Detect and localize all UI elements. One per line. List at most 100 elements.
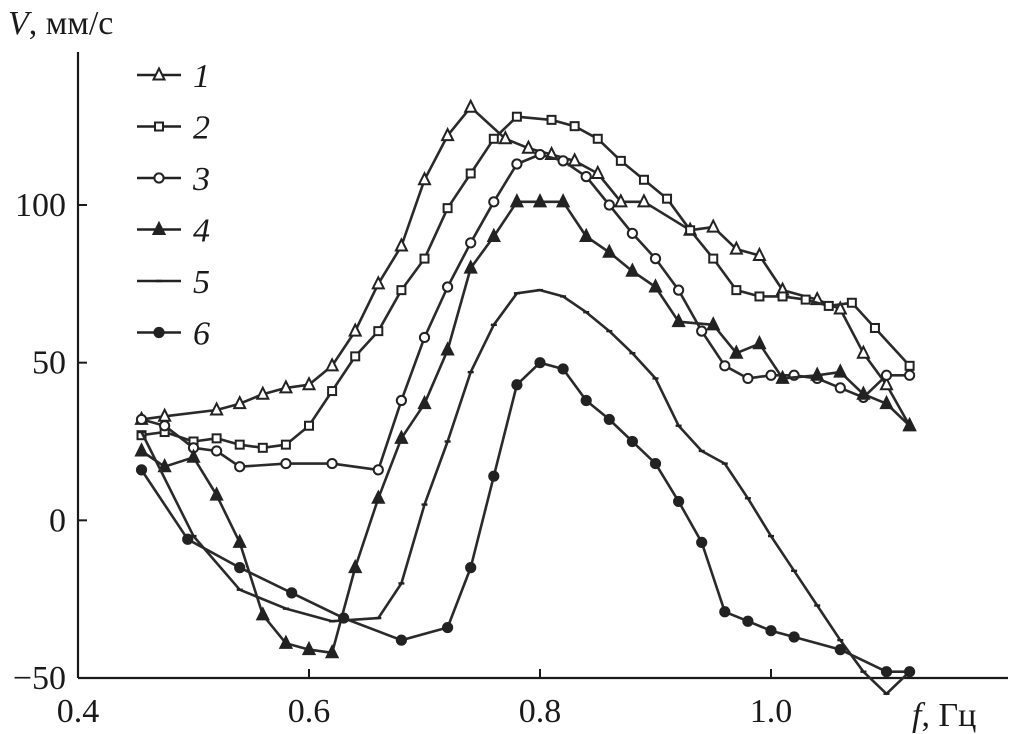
x-tick-label: 0.6: [288, 693, 331, 730]
y-tick-label: −50: [13, 660, 66, 697]
data-point: [834, 382, 846, 394]
data-point: [706, 316, 721, 331]
data-point: [442, 281, 454, 293]
data-point: [498, 130, 513, 145]
y-axis-title: V, мм/с: [8, 5, 113, 42]
data-point: [904, 360, 915, 371]
data-point: [729, 344, 744, 359]
data-point: [255, 606, 270, 621]
data-point: [742, 615, 754, 627]
data-point: [440, 126, 455, 142]
data-point: [823, 300, 834, 311]
legend-item: 6: [137, 316, 210, 353]
data-point: [348, 558, 363, 574]
series-4: [134, 193, 917, 659]
series-line: [140, 361, 911, 674]
data-point: [810, 366, 825, 381]
data-point: [373, 326, 384, 337]
data-point: [696, 325, 708, 337]
data-point: [371, 489, 386, 504]
data-point: [603, 199, 615, 211]
series-6: [135, 357, 916, 678]
data-point: [327, 386, 338, 397]
data-point: [557, 155, 569, 167]
data-point: [719, 606, 731, 618]
data-point: [534, 357, 546, 369]
legend-label: 6: [193, 316, 210, 353]
legend-label: 2: [193, 110, 210, 147]
data-point: [532, 193, 548, 208]
data-point: [719, 360, 731, 372]
data-point: [326, 457, 338, 470]
data-point: [869, 322, 880, 333]
y-tick-label: 0: [49, 502, 66, 539]
data-point: [338, 612, 350, 624]
x-tick-label: 0.4: [57, 693, 100, 730]
data-point: [394, 237, 409, 252]
data-point: [278, 379, 294, 394]
legend-marker: [153, 326, 165, 339]
data-point: [465, 562, 477, 574]
legend-item: 2: [137, 110, 210, 147]
data-point: [569, 121, 580, 132]
data-point: [304, 420, 314, 431]
data-point: [301, 640, 317, 656]
legend-marker: [151, 220, 167, 235]
data-point: [752, 335, 767, 350]
data-point: [135, 413, 148, 426]
data-point: [134, 442, 149, 457]
data-point: [135, 464, 148, 476]
data-point: [440, 341, 455, 356]
data-point: [580, 394, 592, 407]
data-point: [157, 407, 172, 422]
legend-label: 3: [192, 161, 210, 198]
data-point: [211, 433, 222, 444]
data-point: [419, 253, 430, 264]
data-point: [324, 644, 340, 659]
data-point: [417, 394, 432, 410]
data-point: [234, 562, 246, 574]
data-point: [186, 448, 201, 463]
data-point: [509, 193, 525, 208]
data-point: [348, 322, 363, 337]
data-point: [671, 312, 686, 328]
data-point: [673, 495, 685, 508]
data-point: [211, 445, 223, 457]
legend-label: 1: [193, 58, 210, 95]
data-point: [234, 439, 245, 450]
data-point: [159, 420, 171, 432]
data-point: [685, 225, 696, 236]
data-point: [396, 285, 407, 296]
data-point: [649, 457, 662, 470]
data-point: [603, 413, 615, 426]
legend: 1 2 3 4 5 6: [137, 58, 210, 353]
data-point: [488, 196, 500, 208]
data-point: [754, 291, 765, 302]
data-point: [696, 536, 708, 549]
data-point: [209, 486, 224, 501]
data-point: [834, 644, 846, 656]
data-point: [417, 171, 432, 186]
series-1: [134, 98, 917, 432]
data-point: [350, 351, 361, 362]
data-point: [673, 284, 685, 296]
data-point: [880, 369, 893, 381]
data-point: [879, 394, 894, 410]
data-point: [371, 275, 386, 290]
data-point: [615, 155, 626, 166]
data-point: [555, 193, 571, 208]
data-point: [731, 285, 742, 296]
data-point: [418, 331, 431, 344]
data-point: [777, 291, 788, 302]
data-point: [636, 193, 652, 208]
data-point: [280, 439, 291, 450]
data-point: [567, 152, 582, 167]
data-point: [182, 533, 194, 545]
legend-marker: [154, 121, 164, 132]
data-point: [765, 625, 777, 637]
data-point: [511, 111, 522, 122]
data-point: [613, 193, 628, 208]
data-point: [833, 300, 848, 315]
legend-label: 5: [193, 264, 210, 301]
legend-item: 4: [137, 213, 210, 250]
